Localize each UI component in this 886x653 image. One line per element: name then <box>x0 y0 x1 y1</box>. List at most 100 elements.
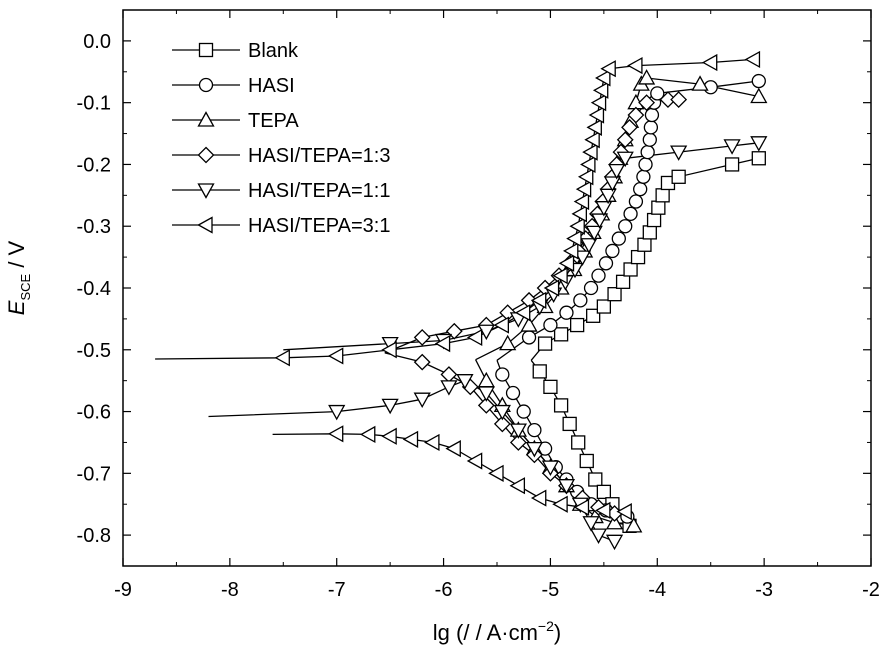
data-point-hasi-tepa-3-1 <box>627 56 643 75</box>
data-point-hasi-tepa-3-1 <box>488 464 504 482</box>
data-point-hasi-tepa-1-3 <box>616 131 634 149</box>
data-point-hasi <box>644 107 660 123</box>
legend-marker-hasi-tepa-3-1 <box>197 216 213 234</box>
data-point-hasi-tepa-3-1 <box>445 440 461 458</box>
data-point-hasi-tepa-1-1 <box>413 392 431 409</box>
legend-marker-tepa <box>197 111 215 127</box>
data-point-hasi <box>505 385 521 401</box>
data-point-hasi-tepa-1-1 <box>616 151 634 168</box>
data-point-hasi-tepa-3-1 <box>577 168 594 186</box>
data-point-hasi-tepa-3-1 <box>595 501 611 520</box>
y-tick-label: 0.0 <box>83 31 111 53</box>
data-point-tepa <box>520 316 538 332</box>
data-point-blank <box>651 200 666 215</box>
data-point-hasi-tepa-1-1 <box>509 423 527 439</box>
y-tick-label: -0.1 <box>77 93 111 115</box>
data-point-blank <box>543 379 558 394</box>
data-point-hasi-tepa-3-1 <box>566 229 582 248</box>
data-point-hasi-tepa-1-1 <box>580 238 598 254</box>
data-point-blank <box>532 364 547 379</box>
data-point-hasi-tepa-1-1 <box>582 516 600 532</box>
data-point-hasi <box>521 330 537 345</box>
y-tick-label: -0.3 <box>77 216 111 238</box>
data-point-hasi-tepa-1-1 <box>493 404 511 421</box>
data-point-hasi-tepa-1-1 <box>589 528 608 544</box>
y-axis-title: ESCE / V <box>4 240 33 315</box>
series-line-hasi-tepa-1-3-anodic <box>384 98 679 354</box>
data-point-hasi-tepa-3-1 <box>402 430 419 448</box>
x-tick-label: -2 <box>862 579 880 601</box>
data-point-hasi-tepa-1-1 <box>599 188 617 205</box>
data-point-hasi-tepa-1-3 <box>477 396 495 414</box>
data-point-hasi-tepa-3-1 <box>514 304 531 322</box>
data-point-hasi <box>611 231 626 246</box>
data-point-hasi <box>516 404 531 419</box>
data-point-hasi-tepa-3-1 <box>616 503 632 521</box>
data-point-blank <box>607 287 622 302</box>
data-point-hasi-tepa-1-1 <box>456 374 474 390</box>
data-point-hasi-tepa-3-1 <box>552 495 568 513</box>
data-point-hasi-tepa-1-3 <box>440 366 458 383</box>
data-point-hasi <box>591 268 606 283</box>
data-point-hasi-tepa-1-1 <box>477 324 495 341</box>
data-point-hasi <box>642 132 657 147</box>
data-point-blank <box>615 274 631 289</box>
data-point-hasi <box>559 305 574 320</box>
data-point-hasi-tepa-3-1 <box>584 131 600 149</box>
data-point-hasi <box>751 73 766 89</box>
data-point-hasi-tepa-3-1 <box>590 94 607 112</box>
legend-marker-hasi-tepa-1-1 <box>197 183 215 199</box>
y-tick-label: -0.2 <box>77 154 111 176</box>
data-point-hasi-tepa-3-1 <box>530 291 547 309</box>
y-axis-title-main: E <box>4 300 29 315</box>
data-point-hasi <box>636 169 651 184</box>
x-tick-label: -6 <box>435 579 453 601</box>
data-point-blank <box>655 188 670 203</box>
data-point-hasi <box>643 120 659 135</box>
data-point-blank <box>553 398 569 413</box>
data-point-hasi-tepa-1-1 <box>557 479 576 495</box>
data-point-hasi-tepa-1-1 <box>541 460 560 476</box>
data-point-hasi-tepa-3-1 <box>580 155 596 174</box>
data-point-blank <box>562 416 577 432</box>
x-axis-title-end: ) <box>554 620 561 645</box>
data-point-blank <box>596 484 612 500</box>
data-point-hasi-tepa-1-1 <box>750 136 768 152</box>
y-tick-label: -0.6 <box>77 402 111 424</box>
data-point-blank <box>571 435 586 450</box>
data-point-hasi-tepa-3-1 <box>701 53 718 72</box>
data-point-hasi-tepa-3-1 <box>552 267 568 285</box>
data-point-hasi-tepa-3-1 <box>466 328 483 347</box>
data-point-hasi <box>573 293 588 308</box>
data-point-hasi-tepa-3-1 <box>562 242 579 260</box>
legend-label-hasi-tepa-1-3: HASI/TEPA=1:3 <box>248 145 390 167</box>
data-point-tepa <box>750 87 768 104</box>
data-point-hasi-tepa-1-1 <box>477 386 495 402</box>
data-point-hasi <box>623 206 638 222</box>
data-point-hasi-tepa-1-1 <box>608 163 626 180</box>
data-point-blank <box>630 249 646 265</box>
data-point-hasi-tepa-1-3 <box>670 91 688 108</box>
data-point-hasi-tepa-3-1 <box>509 477 526 495</box>
legend-label-tepa: TEPA <box>248 110 299 132</box>
x-axis: -9 -8 -7 -6 -5 -4 -3 -2 <box>114 10 880 601</box>
data-point-blank <box>537 336 553 351</box>
data-point-hasi-tepa-1-1 <box>723 139 741 155</box>
data-point-hasi-tepa-1-1 <box>595 201 613 217</box>
data-point-tepa <box>499 334 517 351</box>
data-point-hasi-tepa-1-3 <box>493 415 511 433</box>
data-point-hasi-tepa-3-1 <box>586 118 602 136</box>
x-tick-label: -8 <box>221 579 239 601</box>
data-point-hasi-tepa-1-1 <box>670 145 688 161</box>
data-point-blank <box>553 327 569 342</box>
data-point-hasi-tepa-1-1 <box>590 213 609 229</box>
data-point-blank <box>671 169 686 184</box>
data-point-hasi-tepa-3-1 <box>493 316 509 334</box>
data-point-blank <box>569 317 585 333</box>
data-point-hasi-tepa-1-3 <box>509 434 527 451</box>
data-point-hasi-tepa-1-1 <box>328 404 346 421</box>
legend-label-hasi-tepa-3-1: HASI/TEPA=3:1 <box>248 215 390 237</box>
data-point-hasi-tepa-3-1 <box>274 349 290 367</box>
y-tick-label: -0.4 <box>77 278 111 300</box>
